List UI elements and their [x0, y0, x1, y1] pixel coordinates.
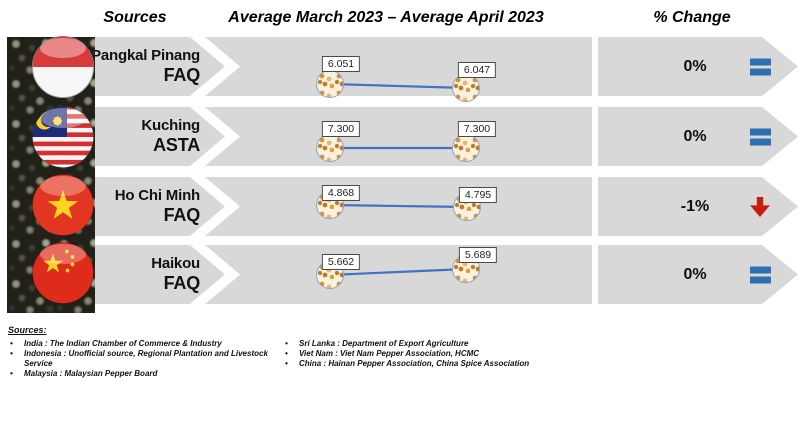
source-name: Kuching ASTA	[90, 107, 200, 166]
footer-source-text: Viet Nam : Viet Nam Pepper Association, …	[299, 349, 480, 358]
list-item: • Malaysia : Malaysian Pepper Board	[10, 369, 290, 379]
bullet: •	[285, 349, 288, 358]
footer-column-1: • India : The Indian Chamber of Commerce …	[10, 339, 290, 379]
percent-change: 0%	[683, 265, 707, 283]
source-name-line1: Ho Chi Minh	[114, 187, 200, 205]
sparkline	[329, 203, 468, 209]
equal-trend-icon	[750, 267, 771, 284]
row-band	[20, 37, 592, 96]
data-point-march	[316, 134, 344, 162]
value-label-april: 7.300	[457, 121, 497, 137]
sparkline	[330, 146, 466, 150]
equal-trend-icon	[750, 129, 771, 146]
footer-source-text: Malaysia : Malaysian Pepper Board	[24, 369, 158, 378]
value-label-march: 6.051	[321, 56, 361, 72]
sparkline	[329, 267, 467, 277]
row-band	[20, 177, 592, 236]
footer-source-text: India : The Indian Chamber of Commerce &…	[24, 339, 222, 348]
data-point-march	[316, 70, 344, 98]
source-name: Pangkal Pinang FAQ	[90, 37, 200, 96]
source-name-line2: FAQ	[163, 204, 201, 225]
column-header-change: % Change	[653, 9, 731, 26]
source-name: Haikou FAQ	[90, 245, 200, 304]
value-label-april: 4.795	[458, 187, 498, 203]
footer-column-2: • Sri Lanka : Department of Export Agricu…	[285, 339, 585, 369]
footer-source-text: Indonesia : Unofficial source, Regional …	[24, 349, 268, 368]
list-item: • China : Hainan Pepper Association, Chin…	[285, 359, 585, 369]
list-item: • Indonesia : Unofficial source, Regional…	[10, 349, 290, 369]
data-point-april	[452, 134, 480, 162]
indonesia-flag-icon	[32, 36, 94, 98]
source-name-line2: ASTA	[153, 134, 200, 155]
footer-title: Sources:	[8, 325, 47, 335]
malaysia-flag-icon	[32, 106, 94, 168]
footer-sources: Sources: • India : The Indian Chamber of …	[8, 325, 792, 378]
list-item: • India : The Indian Chamber of Commerce …	[10, 339, 290, 349]
source-name-line1: Pangkal Pinang	[91, 47, 200, 65]
sparkline	[329, 82, 467, 90]
bullet: •	[10, 369, 13, 378]
list-item: • Sri Lanka : Department of Export Agricu…	[285, 339, 585, 349]
value-label-march: 4.868	[321, 185, 361, 201]
value-label-april: 6.047	[457, 62, 497, 78]
list-item: • Viet Nam : Viet Nam Pepper Association,…	[285, 349, 585, 359]
value-label-march: 5.662	[321, 254, 361, 270]
percent-change: 0%	[683, 57, 707, 75]
value-label-march: 7.300	[321, 121, 361, 137]
china-flag-icon	[32, 242, 94, 304]
row-band	[20, 107, 592, 166]
column-header-period: Average March 2023 – Average April 2023	[228, 9, 544, 26]
percent-change: -1%	[680, 197, 710, 215]
source-name-line1: Kuching	[141, 117, 200, 135]
footer-source-text: Sri Lanka : Department of Export Agricul…	[299, 339, 469, 348]
percent-change: 0%	[683, 127, 707, 145]
data-point-april	[452, 74, 480, 102]
source-name-line2: FAQ	[163, 272, 201, 293]
equal-trend-icon	[750, 59, 771, 76]
source-name-line1: Haikou	[151, 255, 200, 273]
bullet: •	[285, 339, 288, 348]
bullet: •	[285, 359, 288, 368]
column-header-sources: Sources	[103, 9, 167, 26]
value-label-april: 5.689	[458, 247, 498, 263]
bullet: •	[10, 339, 13, 348]
vietnam-flag-icon	[32, 174, 94, 236]
source-name-line2: FAQ	[163, 64, 201, 85]
footer-source-text: China : Hainan Pepper Association, China…	[299, 359, 530, 368]
bullet: •	[10, 349, 13, 358]
source-name: Ho Chi Minh FAQ	[90, 177, 200, 236]
